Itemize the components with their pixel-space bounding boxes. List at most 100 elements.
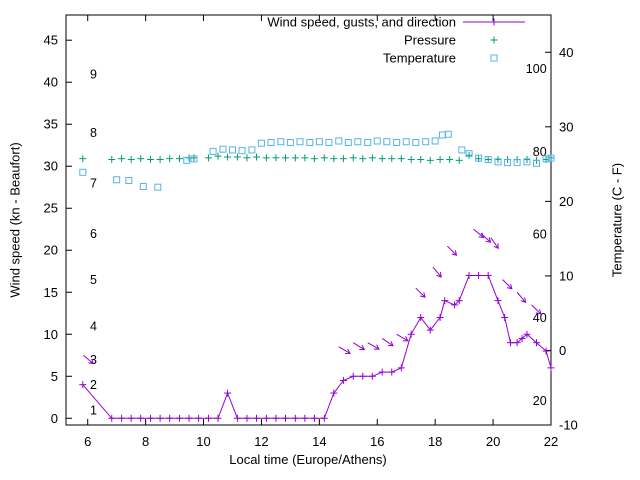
wind-speed-marker <box>436 313 444 321</box>
x-tick-label: 14 <box>312 434 326 449</box>
temperature-marker <box>154 183 162 191</box>
temperature-marker <box>248 146 256 154</box>
wind-direction-arrow <box>83 354 94 365</box>
fahrenheit-label: 60 <box>533 228 547 242</box>
wind-speed-marker <box>204 414 212 422</box>
pressure-marker <box>339 155 347 163</box>
wind-direction-arrow-head <box>520 297 527 303</box>
wind-direction-arrow-head <box>373 344 380 350</box>
wind-speed-series <box>79 271 555 422</box>
wind-speed-marker <box>108 414 116 422</box>
wind-direction-arrow-head <box>485 237 492 243</box>
left-axis-ticks <box>66 39 72 419</box>
wind-speed-marker <box>523 330 531 338</box>
temperature-marker <box>139 182 147 190</box>
x-tick-label: 6 <box>84 434 91 449</box>
wind-direction-arrow <box>516 291 526 303</box>
fahrenheit-label: 80 <box>533 145 547 159</box>
temperature-marker <box>238 147 246 155</box>
pressure-marker <box>494 156 502 164</box>
pressure-marker <box>214 152 222 160</box>
legend-marker-sample <box>490 36 498 44</box>
y2-tick-label: 30 <box>559 119 573 134</box>
wind-speed-marker <box>441 297 449 305</box>
wind-speed-marker <box>291 414 299 422</box>
wind-speed-marker <box>262 414 270 422</box>
wind-direction-arrow-head <box>387 340 394 347</box>
wind-direction-arrow <box>502 279 513 290</box>
wind-direction-arrow-head <box>419 292 426 298</box>
wind-speed-marker <box>118 414 126 422</box>
temperature-marker <box>306 138 314 146</box>
temperature-marker <box>267 138 275 146</box>
temperature-marker <box>422 138 430 146</box>
temperature-marker <box>542 155 550 163</box>
beaufort-label: 5 <box>90 273 97 287</box>
wind-direction-arrow <box>381 338 394 347</box>
wind-direction-arrow-head <box>359 344 366 351</box>
temperature-marker <box>383 138 391 146</box>
pressure-marker <box>233 153 241 161</box>
legend-label: Wind speed, gusts, and direction <box>267 15 456 30</box>
wind-speed-marker <box>506 339 514 347</box>
temperature-marker <box>412 138 420 146</box>
pressure-marker <box>224 153 232 161</box>
temperature-marker <box>431 137 439 145</box>
wind-speed-marker <box>127 414 135 422</box>
temperature-marker <box>513 159 521 167</box>
wind-direction-arrow <box>446 245 457 256</box>
fahrenheit-label: 100 <box>526 62 547 76</box>
pressure-marker <box>446 156 454 164</box>
temperature-marker <box>465 150 473 158</box>
wind-speed-marker <box>224 389 232 397</box>
right-y-axis-label: Temperature (C - F) <box>609 162 625 278</box>
wind-direction-arrow <box>473 228 484 238</box>
pressure-marker <box>79 155 87 163</box>
temperature-marker <box>438 131 446 139</box>
wind-speed-marker <box>156 414 164 422</box>
wind-speed-marker <box>301 414 309 422</box>
temperature-marker <box>219 145 227 153</box>
wind-speed-marker <box>397 364 405 372</box>
pressure-marker <box>156 156 164 164</box>
beaufort-label: 8 <box>90 126 97 140</box>
y-tick-label: 15 <box>44 285 58 300</box>
pressure-marker <box>368 154 376 162</box>
wind-speed-marker <box>330 389 338 397</box>
wind-speed-marker <box>195 414 203 422</box>
wind-speed-marker <box>475 271 483 279</box>
wind-direction-arrow <box>352 342 365 350</box>
pressure-marker <box>243 154 251 162</box>
right-axis-tick-labels: -10 0 10 20 30 40 <box>559 45 578 433</box>
temperature-marker <box>325 138 333 146</box>
wind-speed-marker <box>185 414 193 422</box>
y2-tick-label: -10 <box>559 418 578 433</box>
pressure-marker <box>378 155 386 163</box>
wind-speed-marker <box>272 414 280 422</box>
temperature-marker <box>190 155 198 163</box>
wind-speed-marker <box>378 368 386 376</box>
pressure-marker <box>272 154 280 162</box>
temperature-marker <box>354 138 362 146</box>
pressure-marker <box>166 155 174 163</box>
pressure-marker <box>320 154 328 162</box>
pressure-marker <box>118 155 126 163</box>
pressure-marker <box>417 156 425 164</box>
y2-tick-label: 0 <box>559 343 566 358</box>
wind-direction-arrow <box>338 346 351 354</box>
wind-speed-marker <box>166 414 174 422</box>
wind-direction-arrow-head <box>88 358 95 365</box>
temperature-marker <box>79 168 87 176</box>
pressure-marker <box>523 156 531 164</box>
wind-direction-arrow <box>396 333 409 342</box>
temperature-marker <box>277 138 285 146</box>
wind-direction-arrow <box>490 237 499 249</box>
fahrenheit-label: 40 <box>533 311 547 325</box>
pressure-marker <box>127 156 135 164</box>
temperature-marker <box>296 138 304 146</box>
pressure-marker <box>176 155 184 163</box>
pressure-marker <box>310 155 318 163</box>
temperature-marker <box>533 159 541 167</box>
x-tick-label: 16 <box>370 434 384 449</box>
